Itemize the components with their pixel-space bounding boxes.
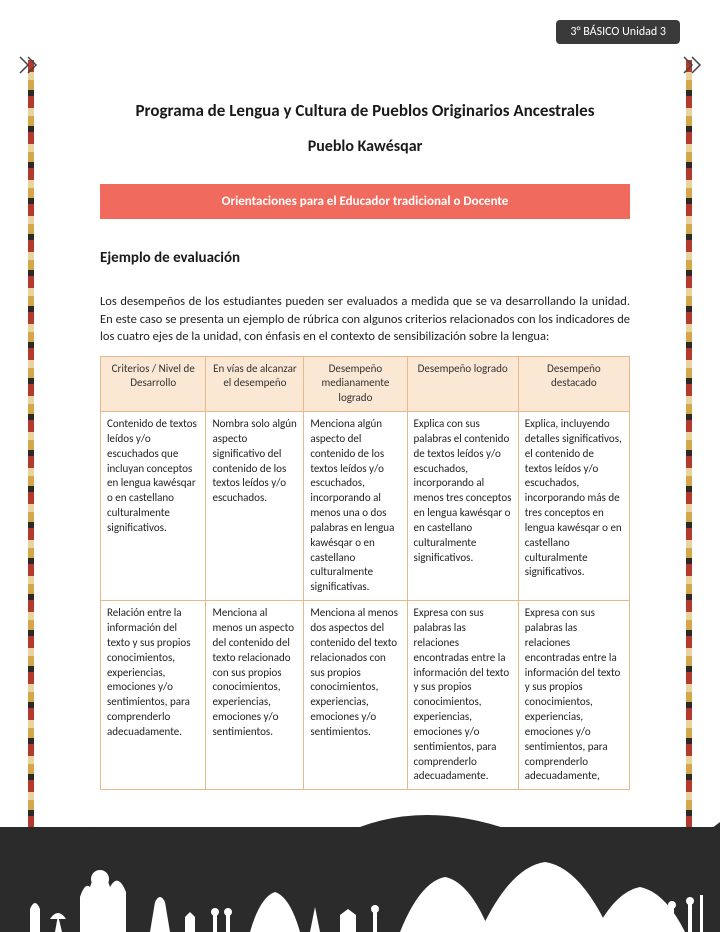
table-cell: Explica con sus palabras el contenido de…	[407, 412, 518, 601]
decorative-border-left	[28, 60, 34, 850]
intro-paragraph: Los desempeños de los estudiantes pueden…	[100, 293, 630, 346]
table-cell: Expresa con sus palabras las relaciones …	[518, 601, 629, 790]
zigzag-ornament-left	[18, 55, 38, 75]
table-cell: Menciona algún aspecto del contenido de …	[304, 412, 407, 601]
section-title: Ejemplo de evaluación	[100, 249, 630, 267]
table-cell: Menciona al menos dos aspectos del conte…	[304, 601, 407, 790]
table-header-cell: Desempeño logrado	[407, 356, 518, 412]
footer-wave	[0, 807, 720, 862]
table-row: Contenido de textos leídos y/o escuchado…	[101, 412, 630, 601]
table-cell: Expresa con sus palabras las relaciones …	[407, 601, 518, 790]
table-cell: Contenido de textos leídos y/o escuchado…	[101, 412, 206, 601]
main-content: Programa de Lengua y Cultura de Pueblos …	[0, 0, 720, 790]
table-cell: Nombra solo algún aspecto significativo …	[206, 412, 304, 601]
section-banner: Orientaciones para el Educador tradicion…	[100, 184, 630, 219]
table-header-cell: Criterios / Nivel de Desarrollo	[101, 356, 206, 412]
zigzag-ornament-right	[682, 55, 702, 75]
page-title: Programa de Lengua y Cultura de Pueblos …	[100, 100, 630, 121]
table-header-row: Criterios / Nivel de DesarrolloEn vías d…	[101, 356, 630, 412]
rubric-table: Criterios / Nivel de DesarrolloEn vías d…	[100, 356, 630, 791]
table-cell: Explica, incluyendo detalles significati…	[518, 412, 629, 601]
table-header-cell: En vías de alcanzar el desempeño	[206, 356, 304, 412]
table-header-cell: Desempeño destacado	[518, 356, 629, 412]
decorative-border-right	[686, 60, 692, 850]
table-row: Relación entre la información del texto …	[101, 601, 630, 790]
page-badge: 3° BÁSICO Unidad 3	[556, 20, 680, 44]
page-subtitle: Pueblo Kawésqar	[100, 137, 630, 156]
table-header-cell: Desempeño medianamente logrado	[304, 356, 407, 412]
table-cell: Menciona al menos un aspecto del conteni…	[206, 601, 304, 790]
table-cell: Relación entre la información del texto …	[101, 601, 206, 790]
